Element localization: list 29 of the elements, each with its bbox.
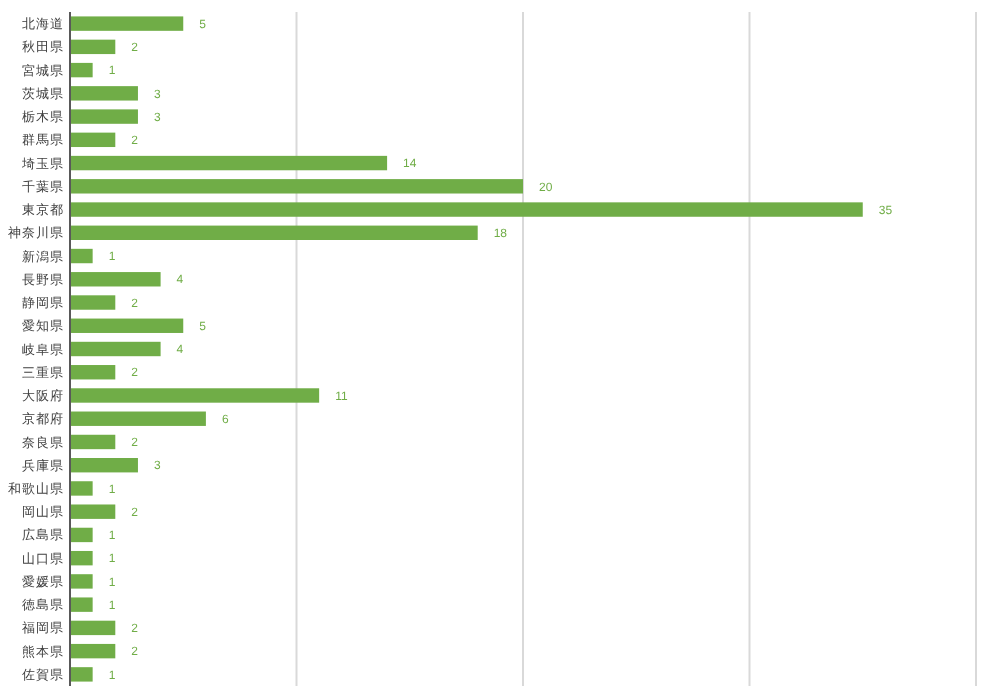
bar — [70, 272, 161, 287]
bar — [70, 318, 184, 333]
bar — [70, 620, 116, 636]
bar — [70, 597, 93, 612]
bar — [70, 481, 93, 496]
bar — [70, 667, 93, 682]
bar — [70, 365, 116, 380]
bar — [70, 574, 93, 589]
bar — [70, 434, 116, 450]
bar — [70, 155, 388, 171]
bar — [70, 550, 93, 566]
bar — [70, 248, 93, 264]
bar — [70, 202, 863, 217]
bar — [70, 643, 116, 659]
bar — [70, 504, 116, 519]
bar — [70, 341, 161, 357]
bar — [70, 411, 206, 426]
bar — [70, 458, 138, 473]
bar — [70, 388, 320, 403]
bar — [70, 16, 184, 31]
bar — [70, 132, 116, 148]
bar — [70, 62, 93, 78]
bar — [70, 527, 93, 543]
bar — [70, 86, 138, 101]
bar — [70, 295, 116, 310]
bar — [70, 225, 478, 240]
bar — [70, 109, 138, 124]
bar — [70, 39, 116, 55]
bar — [70, 179, 523, 194]
